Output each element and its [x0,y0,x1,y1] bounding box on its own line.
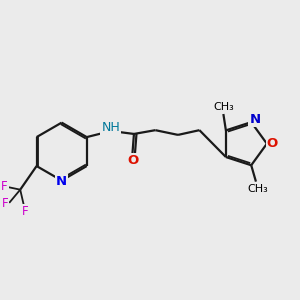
Text: CH₃: CH₃ [213,102,234,112]
Text: N: N [249,112,261,125]
Text: F: F [22,205,29,218]
Text: N: N [56,175,67,188]
Text: F: F [1,180,8,193]
Text: NH: NH [102,121,120,134]
Text: CH₃: CH₃ [247,184,268,194]
Text: O: O [267,137,278,150]
Text: O: O [128,154,139,167]
Text: F: F [2,197,8,210]
